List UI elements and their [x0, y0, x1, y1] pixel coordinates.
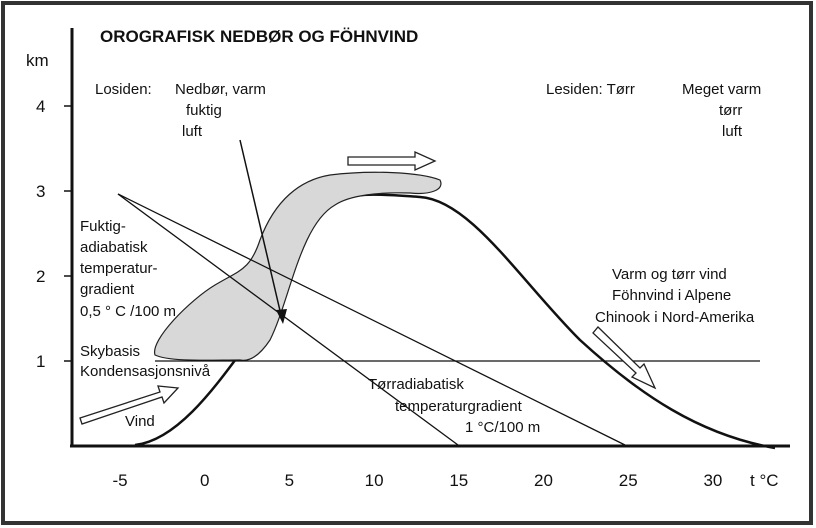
y-tick-label: 3 — [36, 182, 45, 201]
dry-adiabat-text: temperaturgradient — [395, 398, 523, 415]
moist-adiabat-text: adiabatisk — [80, 239, 148, 256]
foehn-text: Varm og tørr vind — [612, 266, 727, 283]
x-tick-label: 5 — [285, 471, 294, 490]
windward-text: fuktig — [186, 102, 222, 119]
dry-adiabat-text: 1 °C/100 m — [465, 419, 540, 436]
leeward-label: Lesiden: Tørr — [546, 81, 635, 98]
pointer-head — [276, 309, 287, 324]
moist-adiabat-text: Fuktig- — [80, 218, 126, 235]
dry-adiabat-line — [117, 193, 626, 446]
cloud-base-text: Kondensasjonsnivå — [80, 363, 211, 380]
x-tick-label: 25 — [619, 471, 638, 490]
flow-arrow — [347, 150, 437, 172]
windward-text: luft — [182, 123, 203, 140]
x-tick-label: 0 — [200, 471, 209, 490]
moist-adiabat-text: 0,5 ° C /100 m — [80, 303, 176, 320]
windward-text: Nedbør, varm — [175, 81, 266, 98]
y-unit: km — [26, 51, 49, 70]
wind-arrow — [79, 385, 180, 425]
x-tick-label: 30 — [703, 471, 722, 490]
windward-label: Losiden: — [95, 81, 152, 98]
foehn-arrow — [592, 326, 657, 390]
title: OROGRAFISK NEDBØR OG FÖHNVIND — [100, 27, 418, 46]
foehn-text: Chinook i Nord-Amerika — [595, 309, 755, 326]
dry-adiabat-text: Tørradiabatisk — [368, 376, 464, 393]
x-tick-label: -5 — [112, 471, 127, 490]
moist-adiabat-text: temperatur- — [80, 260, 158, 277]
x-unit: t °C — [750, 471, 779, 490]
cloud-base-text: Skybasis — [80, 343, 140, 360]
y-tick-label: 4 — [36, 97, 45, 116]
leeward-text: Meget varm — [682, 81, 761, 98]
x-tick-label: 10 — [365, 471, 384, 490]
moist-adiabat-line — [117, 193, 459, 446]
x-tick-label: 15 — [449, 471, 468, 490]
y-tick-label: 2 — [36, 267, 45, 286]
y-tick-label: 1 — [36, 352, 45, 371]
pointer — [239, 139, 282, 316]
wind-label: Vind — [125, 413, 155, 430]
cloud — [154, 171, 442, 361]
leeward-text: tørr — [719, 102, 742, 119]
x-tick-label: 20 — [534, 471, 553, 490]
foehn-text: Föhnvind i Alpene — [612, 287, 731, 304]
moist-adiabat-text: gradient — [80, 281, 135, 298]
leeward-text: luft — [722, 123, 743, 140]
